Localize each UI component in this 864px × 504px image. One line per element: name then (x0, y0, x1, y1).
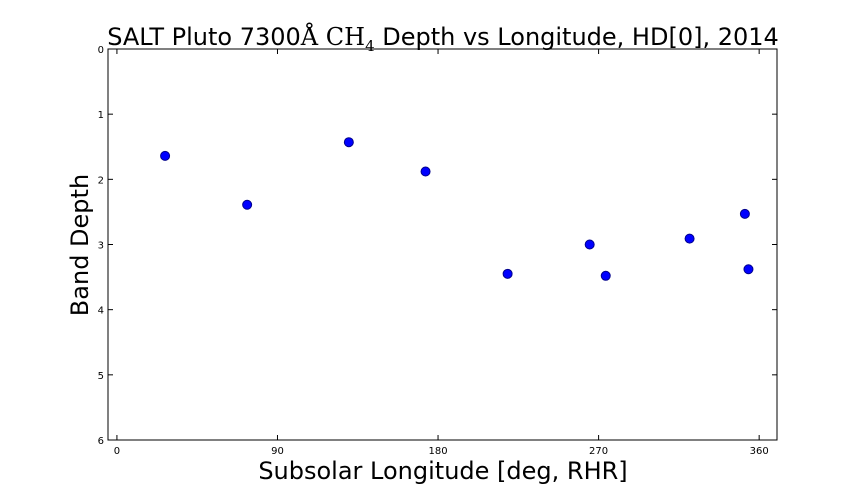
title-angstrom: Å (300, 22, 319, 51)
x-tick-label: 90 (271, 446, 284, 457)
x-tick-label: 360 (750, 446, 769, 457)
data-point (600, 270, 611, 281)
y-tick-label: 1 (98, 110, 104, 121)
data-points (160, 137, 754, 281)
y-tick-label: 0 (98, 45, 104, 56)
y-tick-label: 5 (98, 371, 104, 382)
data-point (160, 150, 171, 161)
y-axis-label: Band Depth (66, 174, 94, 316)
title-suffix: Depth vs Longitude, HD[0], 2014 (375, 23, 779, 51)
data-point (343, 137, 354, 148)
title-ch: CH (318, 23, 365, 51)
y-tick-label: 2 (98, 175, 104, 186)
y-tick-label: 6 (98, 436, 104, 447)
chart-title: SALT Pluto 7300Å CH4 Depth vs Longitude,… (107, 22, 779, 55)
data-point (684, 233, 695, 244)
y-tick-label: 4 (98, 306, 104, 317)
axis-ticks: 0 90 180 270 360 0 1 2 3 4 5 6 (98, 45, 777, 457)
data-point (739, 208, 750, 219)
x-tick-label: 270 (589, 446, 608, 457)
x-axis-label: Subsolar Longitude [deg, RHR] (258, 457, 627, 485)
data-point (743, 264, 754, 275)
data-point (242, 199, 253, 210)
x-tick-label: 0 (114, 446, 120, 457)
data-point (584, 239, 595, 250)
data-point (502, 268, 513, 279)
title-subscript: 4 (365, 37, 375, 55)
x-tick-label: 180 (428, 446, 447, 457)
plot-frame (107, 48, 778, 441)
y-tick-label: 3 (98, 241, 104, 252)
title-prefix: SALT Pluto 7300 (107, 23, 301, 51)
data-point (420, 166, 431, 177)
